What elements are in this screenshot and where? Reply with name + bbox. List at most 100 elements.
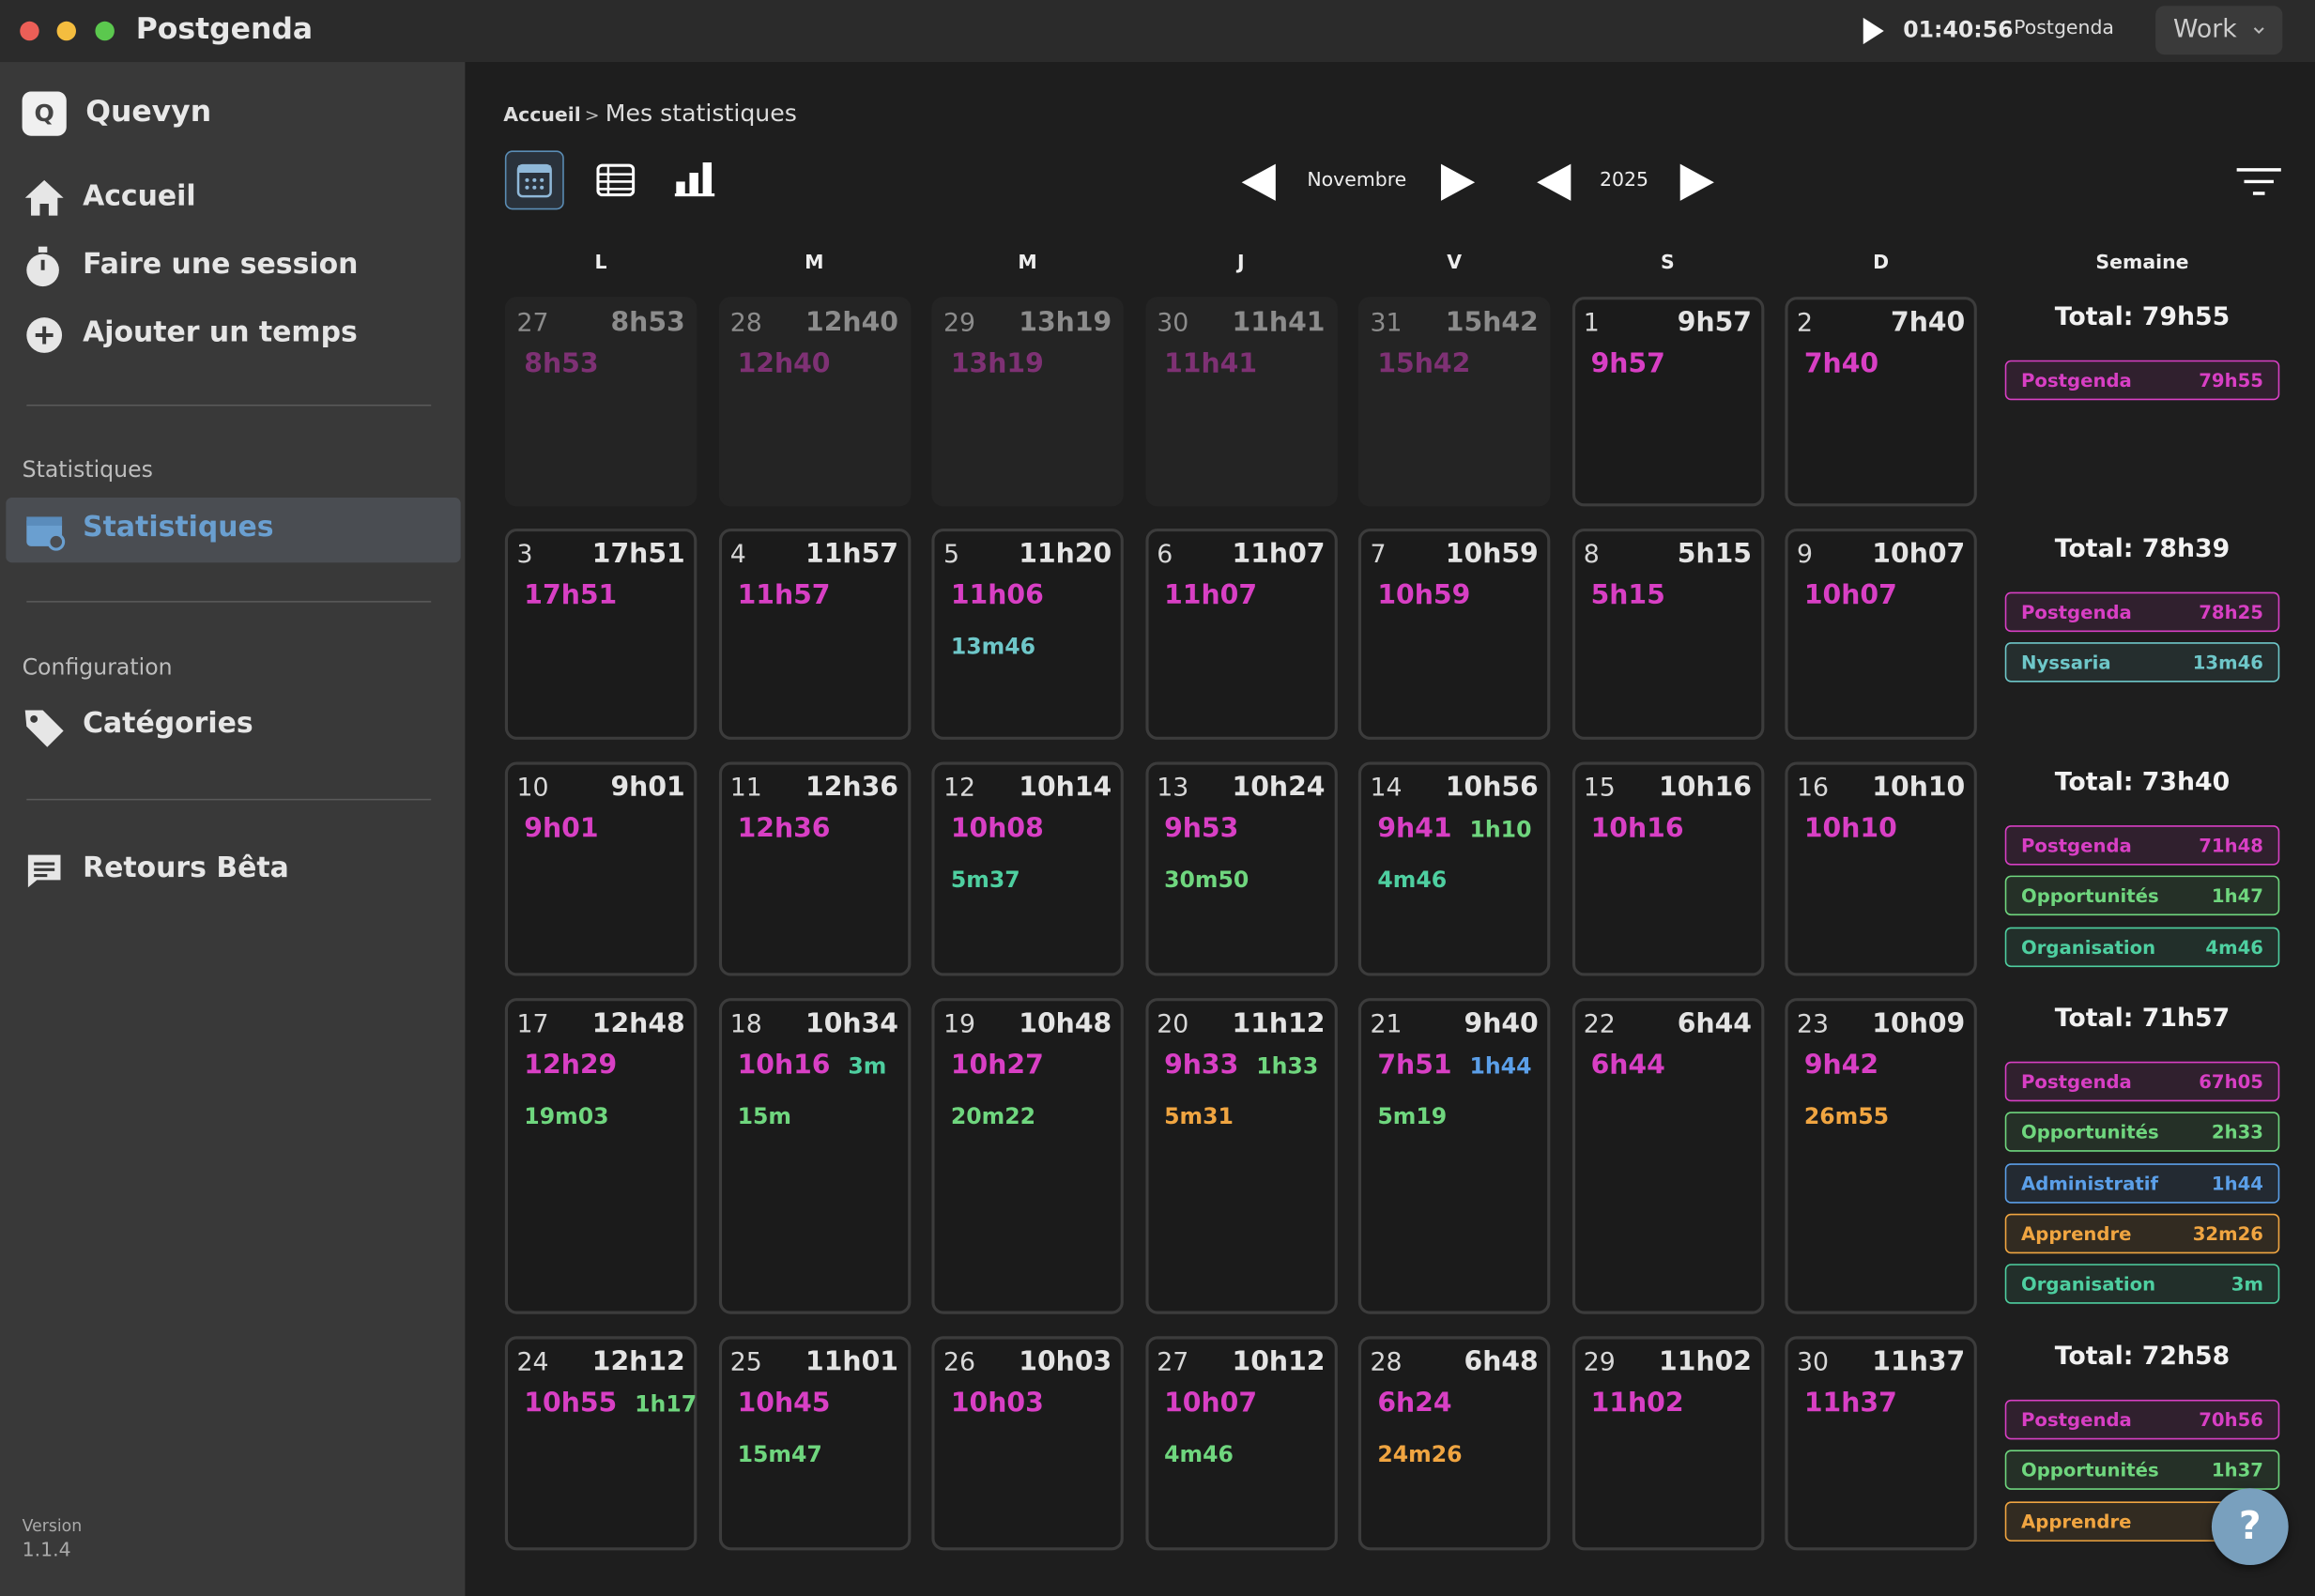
day-cell[interactable]: 27 8h53 8h53 [504, 297, 698, 507]
category-name: Apprendre [2021, 1222, 2132, 1245]
prev-month-button[interactable] [1240, 162, 1279, 202]
time-entry: 4m46 [1164, 1440, 1234, 1468]
day-cell[interactable]: 20 11h12 9h33 1h33 5m31 [1144, 998, 1338, 1314]
active-item[interactable]: Statistiques [6, 497, 461, 563]
day-cell[interactable]: 30 11h37 11h37 [1785, 1336, 1977, 1551]
category-pill: Organisation 4m46 [2004, 927, 2280, 967]
time-entry: 5m37 [950, 867, 1020, 894]
entry-row: 10h45 [738, 1388, 831, 1419]
next-year-button[interactable] [1678, 162, 1716, 202]
day-cell[interactable]: 29 11h02 11h02 [1571, 1336, 1764, 1551]
day-cell[interactable]: 18 10h34 10h16 3m 15m [718, 998, 911, 1314]
category-time: 67h05 [2199, 1070, 2263, 1093]
day-cell[interactable]: 6 11h07 11h07 [1144, 529, 1338, 740]
day-total: 10h16 [1659, 772, 1753, 804]
workspace-select[interactable]: Work [2155, 6, 2283, 55]
day-cell[interactable]: 26 10h03 10h03 [931, 1336, 1124, 1551]
day-cell[interactable]: 3 17h51 17h51 [504, 529, 698, 740]
day-cell[interactable]: 13 10h24 9h53 30m50 [1144, 761, 1338, 976]
day-cell[interactable]: 8 5h15 5h15 [1571, 529, 1764, 740]
day-cell[interactable]: 17 12h48 12h29 19m03 [504, 998, 698, 1314]
entry-row: 6h24 [1377, 1388, 1451, 1419]
entry-row: 5m37 [951, 867, 1020, 893]
time-entry: 9h33 [1164, 1050, 1239, 1082]
day-cell[interactable]: 5 11h20 11h06 13m46 [931, 529, 1124, 740]
entry-row: 9h42 [1804, 1050, 1878, 1081]
time-entry: 20m22 [950, 1102, 1036, 1130]
day-cell[interactable]: 10 9h01 9h01 [504, 761, 698, 976]
day-total: 10h07 [1872, 539, 1966, 571]
category-name: Postgenda [2021, 834, 2132, 857]
play-button[interactable] [1861, 16, 1887, 45]
day-cell[interactable]: 22 6h44 6h44 [1571, 998, 1764, 1314]
day-cell[interactable]: 21 9h40 7h51 1h44 5m19 [1357, 998, 1551, 1314]
table-view-button[interactable] [596, 162, 636, 198]
day-total: 12h48 [591, 1008, 685, 1040]
sidebar: Q Quevyn Accueil Faire une session Ajout… [0, 62, 466, 1596]
day-cell[interactable]: 16 10h10 10h10 [1785, 761, 1977, 976]
day-cell[interactable]: 9 10h07 10h07 [1785, 529, 1977, 740]
filter-button[interactable] [2235, 167, 2282, 196]
help-button[interactable]: ? [2211, 1488, 2289, 1566]
day-cell[interactable]: 12 10h14 10h08 5m37 [931, 761, 1124, 976]
time-entry: 1h17 [635, 1390, 698, 1418]
day-total: 13h19 [1019, 307, 1112, 339]
day-number: 13 [1157, 774, 1189, 804]
breadcrumb-home[interactable]: Accueil [503, 104, 581, 128]
nav-item[interactable]: Accueil [83, 179, 196, 213]
day-cell[interactable]: 30 11h41 11h41 [1144, 297, 1338, 507]
next-month-button[interactable] [1438, 162, 1477, 202]
nav-item[interactable]: Faire une session [83, 248, 359, 281]
day-cell[interactable]: 29 13h19 13h19 [931, 297, 1124, 507]
day-cell[interactable]: 14 10h56 9h41 1h10 4m46 [1357, 761, 1551, 976]
weekday-header: M [805, 252, 824, 275]
nav-item[interactable]: Ajouter un temps [83, 315, 358, 349]
time-entry: 11h57 [737, 580, 831, 612]
category-name: Postgenda [2021, 601, 2132, 623]
day-cell[interactable]: 28 6h48 6h24 24m26 [1357, 1336, 1551, 1551]
time-entry: 6h24 [1377, 1388, 1452, 1420]
category-time: 78h25 [2199, 601, 2263, 623]
day-cell[interactable]: 28 12h40 12h40 [718, 297, 911, 507]
timer-project: Postgenda [2014, 17, 2114, 40]
nav-item[interactable]: Catégories [83, 707, 253, 740]
entry-row: 26m55 [1804, 1103, 1889, 1129]
day-cell[interactable]: 19 10h48 10h27 20m22 [931, 998, 1124, 1314]
week-total: Total: 71h57 [2054, 1004, 2231, 1034]
category-pill: Postgenda 70h56 [2004, 1399, 2280, 1440]
category-time: 1h44 [2211, 1172, 2263, 1194]
time-entry: 13h19 [950, 348, 1044, 380]
weekday-header: V [1447, 252, 1463, 275]
category-pill: Opportunités 2h33 [2004, 1112, 2280, 1153]
day-number: 1 [1583, 308, 1600, 339]
day-cell[interactable]: 31 15h42 15h42 [1357, 297, 1551, 507]
user-name[interactable]: Quevyn [85, 93, 212, 129]
day-cell[interactable]: 11 12h36 12h36 [718, 761, 911, 976]
day-cell[interactable]: 23 10h09 9h42 26m55 [1785, 998, 1977, 1314]
entry-row: 9h33 1h33 [1164, 1050, 1318, 1081]
prev-year-button[interactable] [1536, 162, 1574, 202]
entry-row: 11h02 [1591, 1388, 1684, 1419]
time-entry: 10h03 [950, 1388, 1044, 1420]
day-cell[interactable]: 7 10h59 10h59 [1357, 529, 1551, 740]
day-cell[interactable]: 24 12h12 10h55 1h17 [504, 1336, 698, 1551]
day-cell[interactable]: 4 11h57 11h57 [718, 529, 911, 740]
entry-row: 15m [738, 1103, 791, 1129]
window-controls[interactable] [0, 0, 133, 62]
day-cell[interactable]: 27 10h12 10h07 4m46 [1144, 1336, 1338, 1551]
time-entry: 4m46 [1377, 867, 1448, 894]
day-cell[interactable]: 1 9h57 9h57 [1571, 297, 1764, 507]
day-cell[interactable]: 2 7h40 7h40 [1785, 297, 1977, 507]
calendar-view-button[interactable] [504, 150, 564, 210]
entry-row: 11h41 [1164, 348, 1257, 379]
day-total: 5h15 [1677, 539, 1753, 571]
day-cell[interactable]: 15 10h16 10h16 [1571, 761, 1764, 976]
day-number: 2 [1796, 308, 1814, 339]
nav-item[interactable]: Retours Bêta [83, 852, 289, 885]
entry-row: 12h29 [524, 1050, 617, 1081]
chart-view-button[interactable] [674, 160, 716, 198]
day-number: 4 [729, 540, 746, 571]
day-cell[interactable]: 25 11h01 10h45 15m47 [718, 1336, 911, 1551]
category-pill: Postgenda 67h05 [2004, 1061, 2280, 1102]
